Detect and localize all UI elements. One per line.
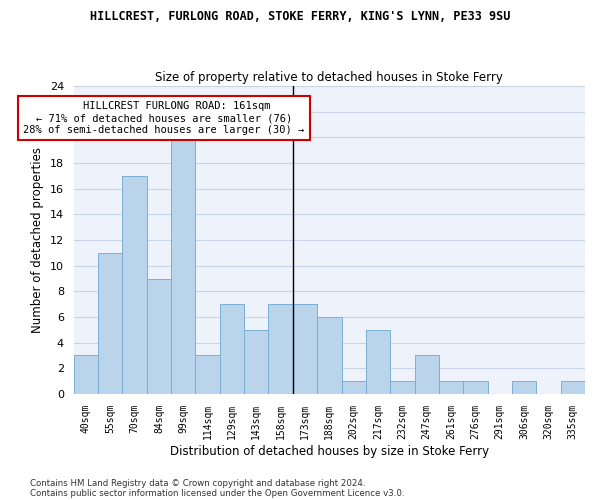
Text: Contains public sector information licensed under the Open Government Licence v3: Contains public sector information licen… bbox=[30, 488, 404, 498]
Bar bbox=[74, 356, 98, 394]
Bar bbox=[98, 253, 122, 394]
Bar bbox=[366, 330, 390, 394]
Y-axis label: Number of detached properties: Number of detached properties bbox=[31, 147, 44, 333]
Bar bbox=[122, 176, 147, 394]
Text: Contains HM Land Registry data © Crown copyright and database right 2024.: Contains HM Land Registry data © Crown c… bbox=[30, 478, 365, 488]
Bar bbox=[147, 278, 171, 394]
Bar bbox=[268, 304, 293, 394]
Bar bbox=[463, 381, 488, 394]
Bar bbox=[220, 304, 244, 394]
Bar bbox=[171, 138, 196, 394]
Text: HILLCREST FURLONG ROAD: 161sqm
← 71% of detached houses are smaller (76)
28% of : HILLCREST FURLONG ROAD: 161sqm ← 71% of … bbox=[23, 102, 304, 134]
Bar bbox=[341, 381, 366, 394]
Bar bbox=[196, 356, 220, 394]
Bar bbox=[244, 330, 268, 394]
Title: Size of property relative to detached houses in Stoke Ferry: Size of property relative to detached ho… bbox=[155, 70, 503, 84]
Bar bbox=[317, 317, 341, 394]
Bar bbox=[415, 356, 439, 394]
Bar bbox=[390, 381, 415, 394]
Bar bbox=[512, 381, 536, 394]
Bar bbox=[293, 304, 317, 394]
Text: HILLCREST, FURLONG ROAD, STOKE FERRY, KING'S LYNN, PE33 9SU: HILLCREST, FURLONG ROAD, STOKE FERRY, KI… bbox=[90, 10, 510, 23]
Bar bbox=[560, 381, 585, 394]
X-axis label: Distribution of detached houses by size in Stoke Ferry: Distribution of detached houses by size … bbox=[170, 444, 489, 458]
Bar bbox=[439, 381, 463, 394]
